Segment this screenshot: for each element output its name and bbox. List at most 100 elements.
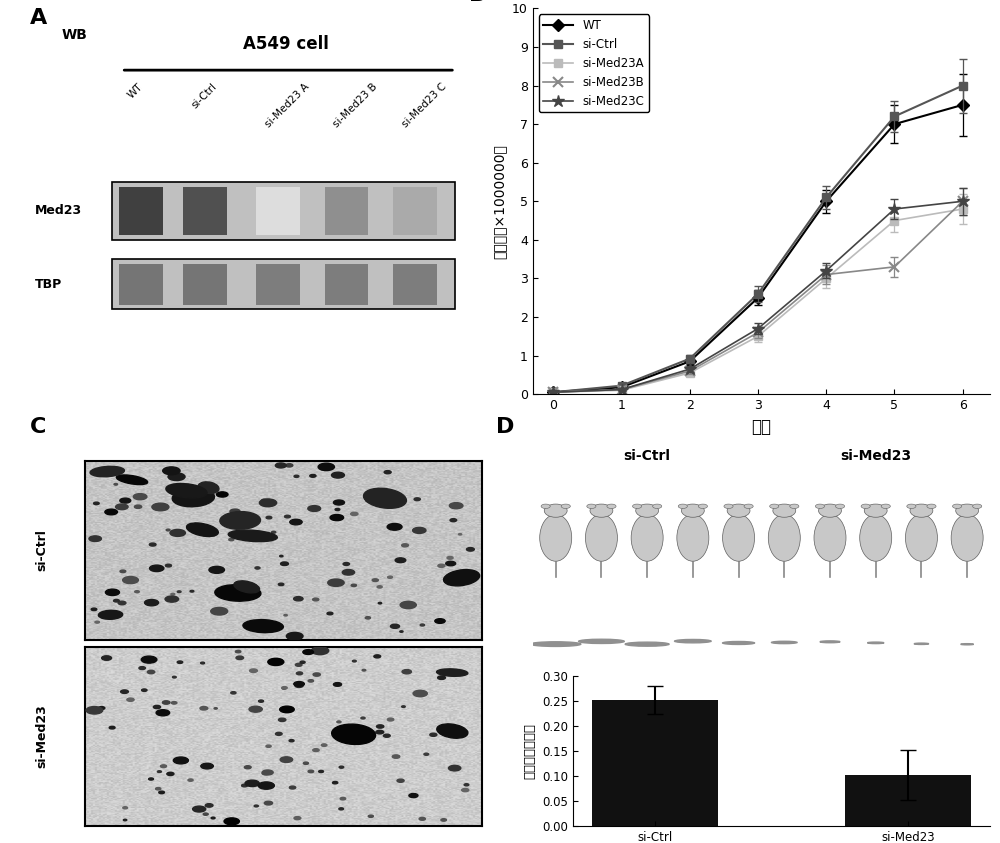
Circle shape — [295, 684, 303, 687]
Ellipse shape — [220, 512, 261, 529]
Ellipse shape — [607, 504, 616, 508]
Circle shape — [413, 690, 427, 696]
Ellipse shape — [956, 504, 979, 518]
Circle shape — [820, 641, 840, 642]
Circle shape — [116, 504, 128, 510]
Circle shape — [333, 683, 342, 686]
Circle shape — [419, 818, 425, 820]
Circle shape — [867, 642, 884, 643]
Ellipse shape — [744, 504, 753, 508]
Circle shape — [165, 564, 171, 567]
Circle shape — [413, 528, 426, 534]
Circle shape — [424, 753, 429, 755]
Circle shape — [308, 771, 314, 773]
WT — [684, 357, 696, 367]
Ellipse shape — [907, 504, 916, 508]
si-Med23C — [684, 364, 696, 374]
si-Med23B — [957, 196, 969, 207]
Text: Med23: Med23 — [35, 205, 82, 217]
Circle shape — [383, 734, 390, 738]
Ellipse shape — [541, 504, 550, 508]
Bar — [256, 264, 300, 304]
Circle shape — [109, 727, 115, 729]
Bar — [183, 186, 227, 235]
Circle shape — [245, 780, 259, 787]
WT — [616, 382, 628, 392]
Circle shape — [177, 591, 181, 593]
Ellipse shape — [819, 504, 841, 518]
Circle shape — [258, 782, 274, 789]
Circle shape — [294, 597, 303, 601]
Circle shape — [123, 819, 127, 821]
si-Ctrl — [616, 380, 628, 390]
Circle shape — [105, 589, 119, 595]
Ellipse shape — [768, 514, 800, 561]
Circle shape — [210, 531, 216, 534]
Circle shape — [188, 779, 193, 781]
Ellipse shape — [544, 504, 567, 518]
Ellipse shape — [773, 504, 796, 518]
Ellipse shape — [973, 504, 982, 508]
Circle shape — [275, 463, 286, 468]
Circle shape — [430, 733, 437, 736]
Circle shape — [275, 733, 282, 735]
Ellipse shape — [540, 514, 572, 561]
Ellipse shape — [561, 504, 570, 508]
Circle shape — [168, 473, 185, 481]
si-Med23A — [547, 387, 559, 397]
Ellipse shape — [587, 504, 596, 508]
WT — [888, 119, 900, 129]
Circle shape — [387, 524, 402, 530]
Circle shape — [340, 797, 346, 800]
Legend: WT, si-Ctrl, si-Med23A, si-Med23B, si-Med23C: WT, si-Ctrl, si-Med23A, si-Med23B, si-Me… — [539, 14, 649, 112]
Ellipse shape — [444, 570, 480, 586]
Circle shape — [339, 808, 344, 810]
Circle shape — [201, 763, 213, 769]
WT — [752, 293, 764, 303]
Circle shape — [310, 475, 316, 477]
Circle shape — [165, 596, 179, 602]
Circle shape — [284, 615, 287, 616]
Circle shape — [95, 474, 99, 475]
Text: D: D — [496, 416, 515, 437]
WT — [547, 387, 559, 397]
si-Ctrl — [684, 353, 696, 363]
Circle shape — [255, 566, 260, 569]
Circle shape — [294, 475, 299, 477]
Circle shape — [259, 700, 264, 702]
Circle shape — [156, 710, 170, 716]
Circle shape — [114, 599, 119, 602]
Circle shape — [250, 669, 257, 673]
Circle shape — [280, 757, 293, 762]
Text: WB: WB — [62, 28, 88, 41]
Text: C: C — [30, 416, 46, 437]
Circle shape — [402, 706, 405, 707]
Ellipse shape — [678, 504, 687, 508]
Ellipse shape — [698, 504, 707, 508]
Circle shape — [134, 505, 142, 508]
Circle shape — [272, 531, 276, 533]
Circle shape — [377, 725, 384, 728]
Circle shape — [177, 661, 183, 663]
Circle shape — [289, 739, 294, 742]
Circle shape — [145, 599, 159, 606]
Ellipse shape — [727, 504, 750, 518]
Circle shape — [464, 784, 469, 786]
Circle shape — [242, 784, 247, 787]
Ellipse shape — [332, 724, 376, 744]
Circle shape — [449, 502, 463, 509]
Circle shape — [313, 599, 319, 601]
Circle shape — [214, 707, 217, 709]
Circle shape — [141, 656, 157, 663]
Circle shape — [318, 463, 334, 470]
Circle shape — [289, 786, 296, 789]
Ellipse shape — [951, 514, 983, 561]
si-Med23C — [957, 196, 969, 207]
Circle shape — [105, 509, 117, 515]
si-Med23B — [888, 262, 900, 272]
Circle shape — [308, 506, 321, 512]
Circle shape — [147, 670, 155, 674]
Circle shape — [435, 619, 445, 623]
Circle shape — [402, 544, 408, 547]
Circle shape — [675, 640, 711, 643]
